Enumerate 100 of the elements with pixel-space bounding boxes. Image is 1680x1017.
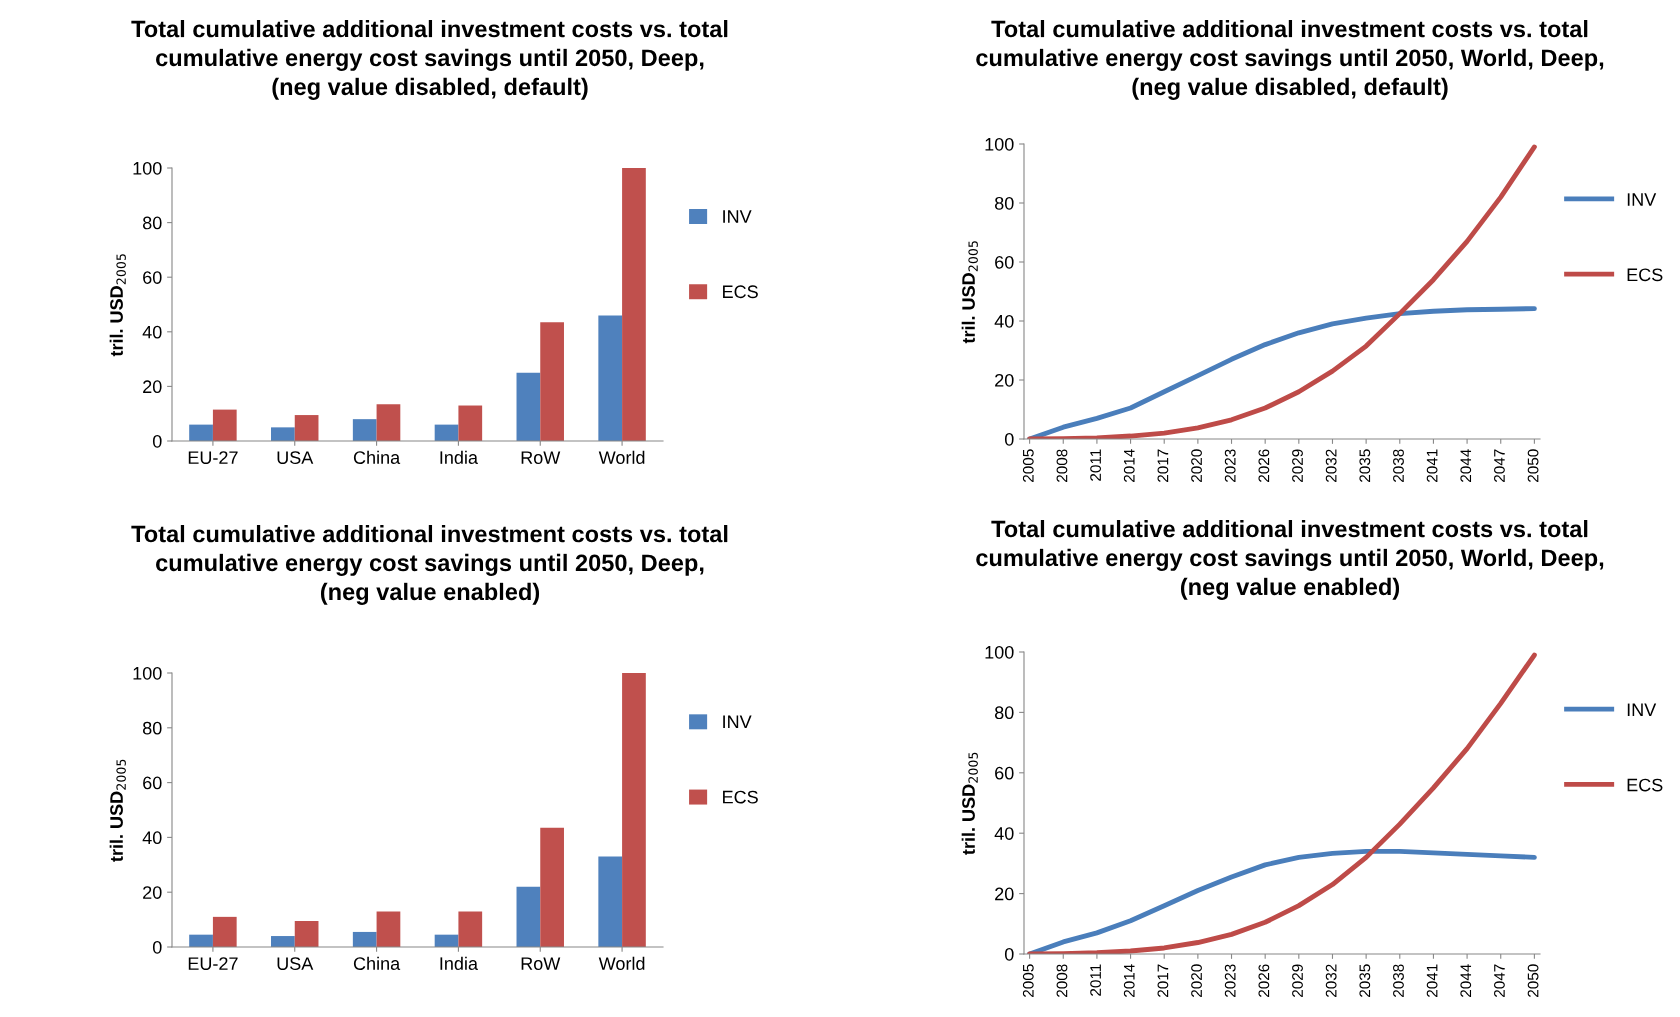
bar: [189, 934, 213, 947]
y-tick-label: 20: [143, 886, 162, 899]
bar: [212, 409, 237, 441]
x-tick-label: 2050: [1527, 449, 1539, 482]
x-tick-label: 2017: [1157, 964, 1169, 997]
x-tick-label: 2023: [1224, 449, 1236, 482]
x-tick-label: EU-27: [188, 957, 238, 970]
x-tick-label: 2017: [1157, 449, 1169, 482]
line-series: [1027, 848, 1537, 954]
x-tick-label: 2026: [1258, 449, 1270, 482]
bar: [376, 911, 401, 947]
y-tick-label: 40: [142, 325, 162, 339]
y-tick-label: 0: [152, 434, 162, 448]
bar: [376, 404, 401, 441]
y-tick-label: 100: [133, 666, 162, 680]
x-tick-label: 2038: [1393, 449, 1404, 482]
y-tick-label: 80: [994, 196, 1014, 210]
x-tick-label: 2008: [1056, 964, 1068, 997]
x-tick-label: 2020: [1191, 964, 1202, 997]
y-tick-label: 60: [143, 271, 162, 284]
bar: [516, 886, 541, 947]
x-tick-label: 2044: [1460, 449, 1472, 482]
bar: [271, 427, 295, 441]
bar: [458, 405, 483, 441]
x-tick-label: 2011: [1090, 449, 1102, 481]
bar: [189, 424, 213, 441]
bar: [598, 315, 623, 441]
x-tick-label: India: [440, 956, 478, 970]
chart-title: Total cumulative additional investment costs vs. total cumulative energy cost savings until 2050, Deep, (neg value enabled): [131, 525, 728, 605]
bar: [598, 856, 623, 947]
legend-label: INV: [723, 210, 752, 223]
x-tick-label: 2023: [1224, 964, 1236, 997]
y-axis-title: tril. USD$_{2005}$: [961, 241, 978, 344]
x-tick-label: 2014: [1123, 449, 1135, 482]
y-axis-title: tril. USD$_{2005}$: [109, 254, 126, 357]
legend-label: INV: [1627, 703, 1657, 716]
x-tick-label: 2032: [1325, 964, 1337, 997]
bar: [271, 936, 295, 947]
x-tick-label: 2047: [1494, 449, 1505, 482]
x-tick-label: 2005: [1022, 449, 1034, 482]
bar: [622, 168, 646, 441]
y-axis-title: tril. USD$_{2005}$: [961, 752, 978, 855]
y-tick-label: 0: [152, 940, 162, 954]
x-tick-label: 2011: [1090, 964, 1102, 996]
x-tick-label: 2044: [1460, 964, 1472, 997]
x-tick-label: World: [598, 450, 645, 464]
x-tick-label: 2041: [1426, 449, 1438, 482]
bar: [352, 931, 377, 947]
chart-title: Total cumulative additional investment costs vs. total cumulative energy cost savings until 2050, World, Deep, (neg value enabled): [976, 520, 1604, 600]
legend-label: ECS: [1627, 268, 1663, 282]
y-tick-label: 60: [995, 766, 1014, 780]
x-tick-label: RoW: [521, 957, 561, 970]
y-tick-label: 60: [143, 776, 162, 790]
y-tick-label: 20: [143, 380, 162, 394]
x-tick-label: EU-27: [188, 451, 238, 464]
x-tick-label: 2029: [1292, 449, 1303, 482]
legend-label: INV: [723, 715, 752, 729]
y-tick-label: 80: [142, 721, 162, 735]
x-tick-label: China: [353, 450, 401, 464]
bar: [540, 322, 564, 441]
bar: [294, 920, 319, 947]
y-tick-label: 100: [985, 645, 1014, 659]
x-tick-label: 2047: [1494, 964, 1505, 997]
x-tick-label: 2005: [1022, 964, 1034, 997]
legend-label: INV: [1627, 193, 1657, 206]
bar: [212, 916, 237, 947]
y-tick-label: 40: [142, 831, 162, 845]
x-tick-label: 2029: [1292, 964, 1303, 997]
line-series: [1027, 652, 1537, 954]
x-tick-label: 2008: [1056, 449, 1068, 482]
x-tick-label: China: [353, 956, 401, 970]
y-tick-label: 80: [994, 706, 1014, 720]
y-tick-label: 100: [985, 137, 1014, 151]
y-tick-label: 40: [994, 827, 1014, 840]
bar: [352, 419, 377, 441]
x-tick-label: 2014: [1123, 964, 1135, 997]
legend-label: ECS: [723, 285, 758, 299]
bar: [516, 372, 541, 441]
chart-title: Total cumulative additional investment costs vs. total cumulative energy cost savings until 2050, Deep, (neg value disabled, default): [131, 20, 728, 100]
bar: [458, 911, 483, 947]
y-tick-label: 20: [995, 373, 1014, 387]
bar: [294, 415, 319, 441]
x-tick-label: India: [440, 450, 478, 464]
y-tick-label: 40: [994, 314, 1014, 328]
x-tick-label: 2020: [1191, 449, 1202, 482]
x-tick-label: 2050: [1527, 964, 1539, 997]
x-tick-label: 2026: [1258, 964, 1270, 997]
line-series: [1027, 144, 1537, 439]
x-tick-label: 2038: [1393, 964, 1404, 997]
y-tick-label: 80: [142, 216, 162, 230]
x-tick-label: World: [598, 956, 645, 970]
x-tick-label: 2032: [1325, 449, 1337, 482]
bar: [622, 673, 646, 947]
legend-label: ECS: [723, 790, 758, 804]
y-tick-label: 60: [995, 255, 1014, 269]
x-tick-label: USA: [277, 957, 314, 970]
y-tick-label: 0: [1004, 432, 1014, 446]
line-series: [1027, 306, 1537, 439]
x-tick-label: USA: [277, 451, 314, 464]
y-tick-label: 100: [133, 161, 162, 175]
